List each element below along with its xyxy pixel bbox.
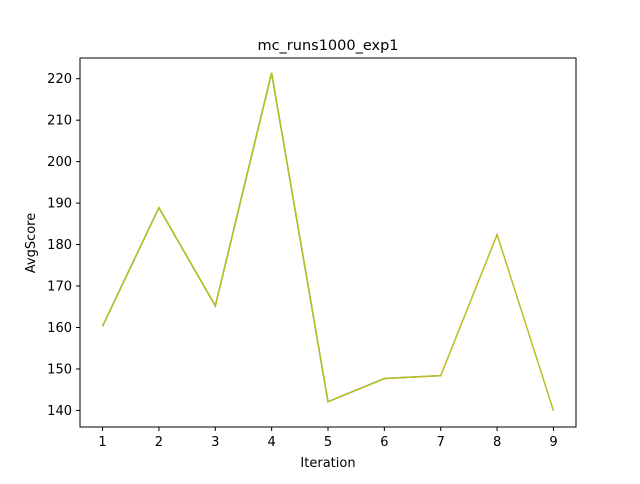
plot-frame [79,57,577,428]
x-tick-label: 2 [155,435,163,450]
x-tick-label: 8 [493,435,501,450]
y-axis-label: AvgScore [24,213,39,274]
y-axis: 140 150 160 170 180 190 200 210 220 [47,72,80,419]
x-tick-label: 7 [437,435,445,450]
x-axis-label: Iteration [300,456,355,471]
x-tick-label: 1 [98,435,106,450]
x-tick-label: 6 [380,435,388,450]
x-tick-label: 4 [267,435,275,450]
series-line-1 [101,72,441,403]
x-tick-label: 9 [549,435,557,450]
y-tick-label: 140 [47,404,72,419]
y-tick-label: 200 [47,155,72,170]
y-tick-label: 180 [47,238,72,253]
series-line-2 [101,72,555,412]
y-tick-label: 190 [47,197,72,212]
x-axis: 1 2 3 4 5 6 7 8 9 [98,427,558,450]
x-tick-label: 5 [324,435,332,450]
x-tick-label: 3 [211,435,219,450]
y-tick-label: 150 [47,362,72,377]
y-tick-label: 170 [47,280,72,295]
y-tick-label: 220 [47,72,72,87]
series-layer [101,72,555,412]
y-tick-label: 210 [47,114,72,129]
y-tick-label: 160 [47,321,72,336]
chart-title: mc_runs1000_exp1 [257,38,398,54]
